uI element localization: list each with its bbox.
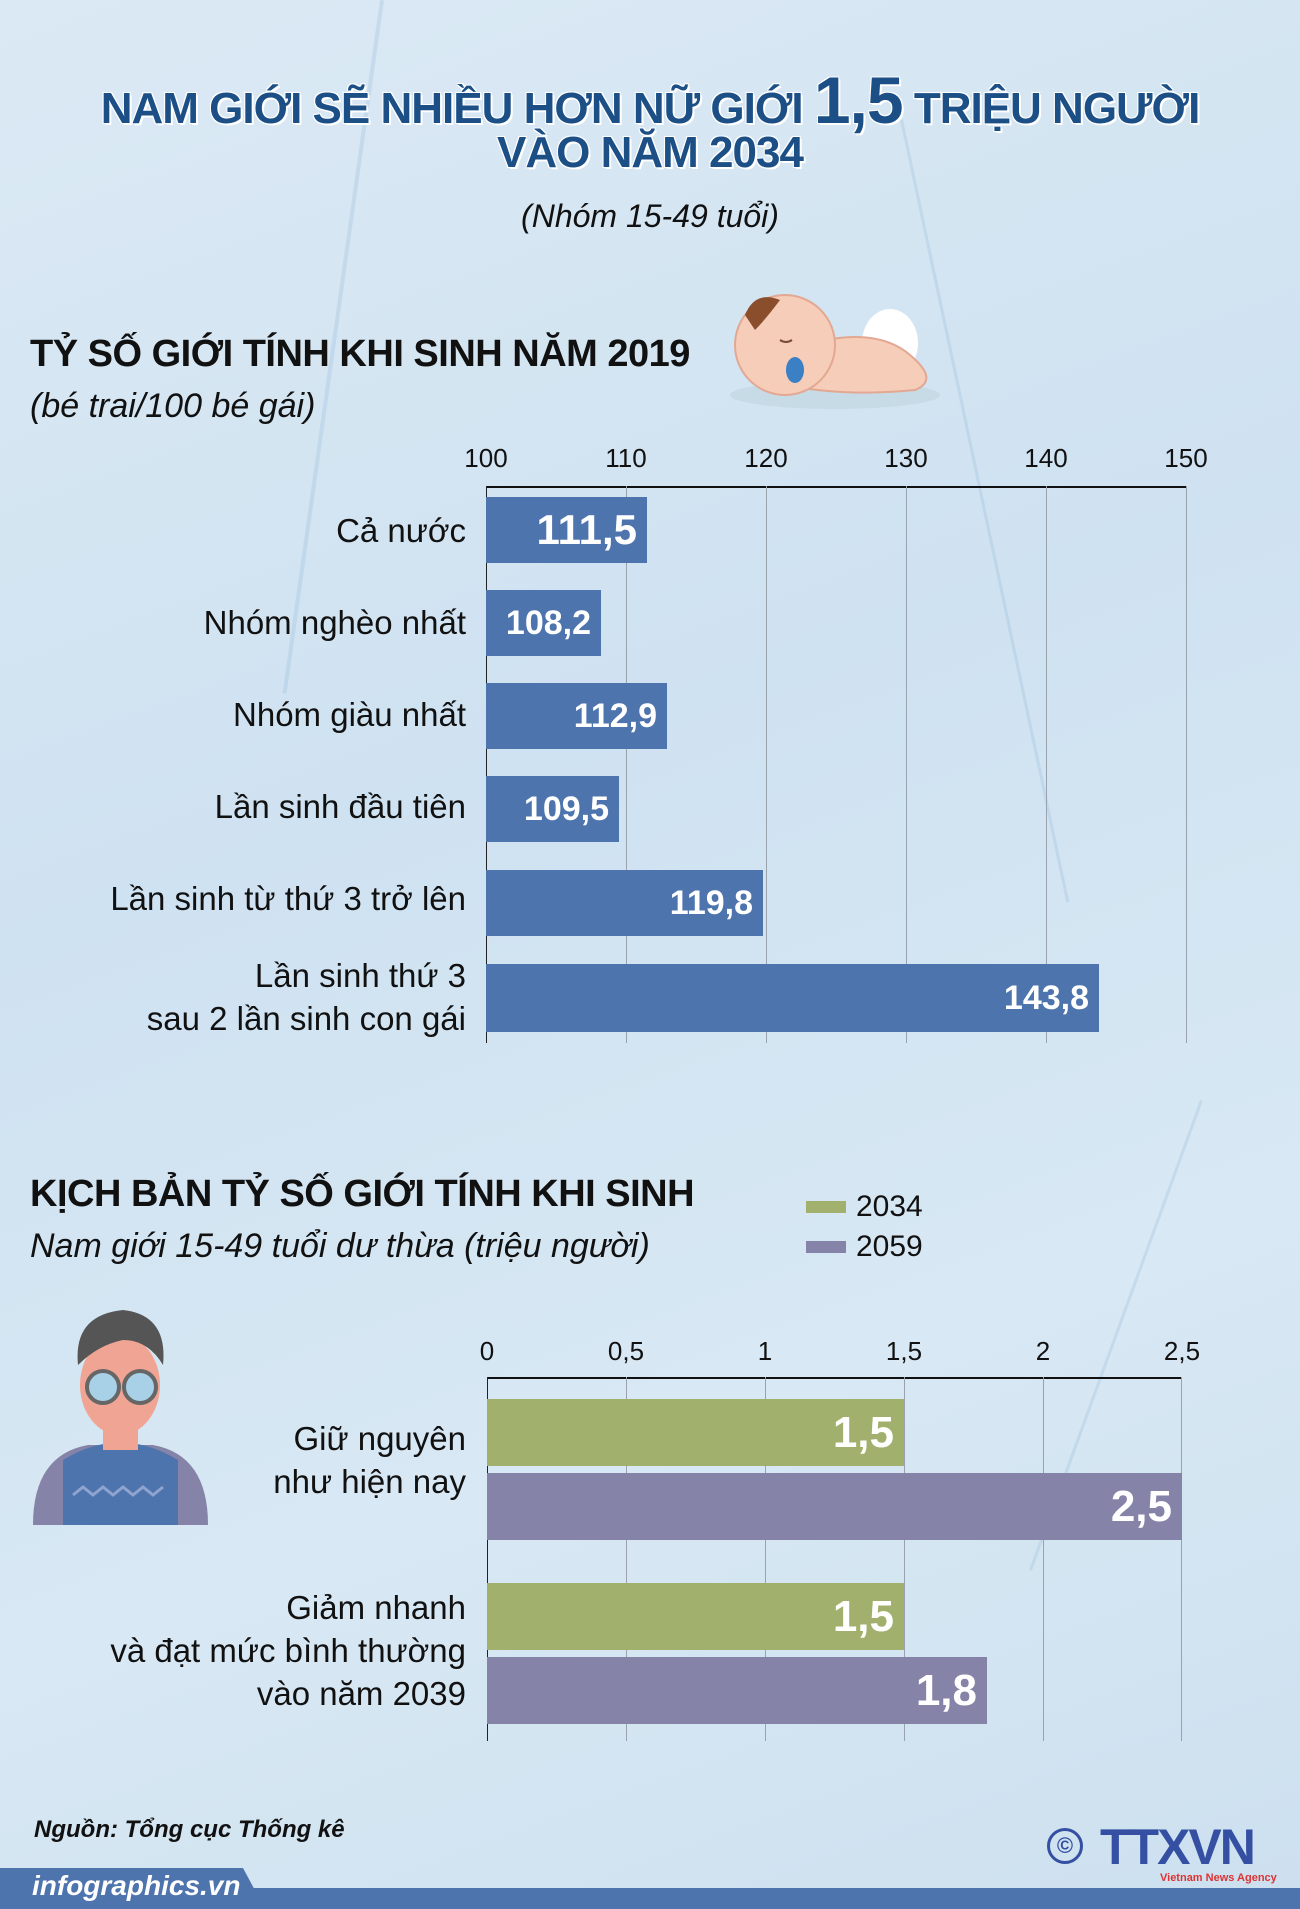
bar: 119,8 <box>486 870 763 936</box>
category-label: Giảm nhanh và đạt mức bình thường vào nă… <box>0 1587 466 1716</box>
x-tick: 120 <box>744 443 788 473</box>
bar-value: 111,5 <box>536 506 637 553</box>
gridline <box>906 486 907 1043</box>
legend-label: 2059 <box>856 1230 923 1263</box>
bar-2059: 1,8 <box>487 1657 987 1724</box>
sleeping-baby-icon <box>730 294 940 409</box>
x-tick: 0,5 <box>607 1336 645 1366</box>
bar-value: 112,9 <box>573 696 657 735</box>
x-tick: 1 <box>757 1336 773 1366</box>
bar: 108,2 <box>486 590 601 656</box>
gridline <box>904 1377 905 1741</box>
site-link[interactable]: infographics.vn <box>32 1870 241 1901</box>
x-tick: 2 <box>1035 1336 1051 1366</box>
bar-value: 108,2 <box>505 603 591 642</box>
category-label-line: Lần sinh thứ 3 <box>254 957 466 994</box>
x-tick: 2,5 <box>1163 1336 1201 1366</box>
bar-value: 119,8 <box>669 883 753 922</box>
bar-value: 1,5 <box>832 1407 894 1457</box>
category-label: Cả nước <box>336 512 466 549</box>
gridline <box>1186 486 1187 1043</box>
copyright-icon: © <box>1047 1828 1083 1864</box>
source-note: Nguồn: Tổng cục Thống kê <box>34 1816 345 1843</box>
x-axis-line <box>486 486 1187 488</box>
legend-item-2034: 2034 <box>806 1190 923 1224</box>
category-label-line: Giữ nguyên <box>293 1420 466 1457</box>
ttxvn-logo: TTXVN <box>1100 1819 1256 1875</box>
main-subtitle: (Nhóm 15-49 tuổi) <box>521 198 779 234</box>
gridline <box>1043 1377 1044 1741</box>
gridline <box>626 1377 627 1741</box>
category-label-line: vào năm 2039 <box>256 1674 466 1712</box>
bar-2034: 1,5 <box>487 1583 904 1650</box>
gridline <box>765 1377 766 1741</box>
x-tick: 110 <box>605 443 647 473</box>
gridline <box>1046 486 1047 1043</box>
bar-value: 2,5 <box>1110 1481 1172 1531</box>
x-axis-line <box>487 1377 1182 1379</box>
section2-title: KỊCH BẢN TỶ SỐ GIỚI TÍNH KHI SINH <box>30 1173 695 1215</box>
category-label-line: Giảm nhanh <box>286 1589 466 1626</box>
x-tick: 130 <box>884 443 928 473</box>
x-tick: 1,5 <box>885 1336 923 1366</box>
x-tick: 0 <box>479 1336 495 1366</box>
category-label-line: như hiện nay <box>273 1462 466 1500</box>
title-text: TRIỆU NGƯỜI <box>902 84 1200 133</box>
section1-title: TỶ SỐ GIỚI TÍNH KHI SINH NĂM 2019 <box>30 333 690 375</box>
legend-swatch <box>806 1241 846 1253</box>
category-label: Lần sinh đầu tiên <box>214 788 466 825</box>
man-with-glasses-icon <box>33 1310 208 1525</box>
bar-value: 1,8 <box>915 1665 977 1715</box>
title-highlight: 1,5 <box>813 63 904 137</box>
category-label: Nhóm giàu nhất <box>233 696 466 733</box>
background-texture <box>900 119 1070 903</box>
category-label: Lần sinh thứ 3 sau 2 lần sinh con gái <box>0 955 466 1041</box>
category-label: Nhóm nghèo nhất <box>203 604 466 641</box>
footer-band <box>0 1888 1300 1909</box>
y-axis-line <box>486 486 487 1043</box>
bar: 112,9 <box>486 683 667 749</box>
main-title-line2: VÀO NĂM 2034 <box>497 128 804 177</box>
bar-value: 1,5 <box>832 1591 894 1641</box>
legend-label: 2034 <box>856 1190 923 1223</box>
legend-swatch <box>806 1201 846 1213</box>
gridline <box>766 486 767 1043</box>
footer-site-tab <box>0 1868 265 1909</box>
bar-value: 143,8 <box>1003 978 1089 1017</box>
category-label-line: và đạt mức bình thường <box>110 1631 466 1669</box>
bar-value: 109,5 <box>523 789 609 828</box>
x-tick: 150 <box>1164 443 1208 473</box>
gridline <box>1181 1377 1182 1741</box>
bar-2034: 1,5 <box>487 1399 904 1466</box>
category-label: Giữ nguyên như hiện nay <box>0 1418 466 1504</box>
gridline <box>626 486 627 1043</box>
x-tick: 100 <box>464 443 508 473</box>
legend-item-2059: 2059 <box>806 1230 923 1264</box>
bar: 109,5 <box>486 776 619 842</box>
category-label: Lần sinh từ thứ 3 trở lên <box>110 880 466 917</box>
bar: 111,5 <box>486 497 647 563</box>
main-title: NAM GIỚI SẼ NHIỀU HƠN NỮ GIỚI 1,5 TRIỆU … <box>0 62 1300 138</box>
bar-2059: 2,5 <box>487 1473 1182 1540</box>
title-text: NAM GIỚI SẼ NHIỀU HƠN NỮ GIỚI <box>100 84 814 133</box>
section1-subtitle: (bé trai/100 bé gái) <box>30 387 316 425</box>
category-label-line: sau 2 lần sinh con gái <box>146 999 466 1037</box>
y-axis-line <box>487 1377 488 1741</box>
section2-subtitle: Nam giới 15-49 tuổi dư thừa (triệu người… <box>30 1227 650 1265</box>
x-tick: 140 <box>1024 443 1068 473</box>
ttxvn-logo-subtitle: Vietnam News Agency <box>1160 1872 1277 1884</box>
bar: 143,8 <box>486 964 1099 1032</box>
